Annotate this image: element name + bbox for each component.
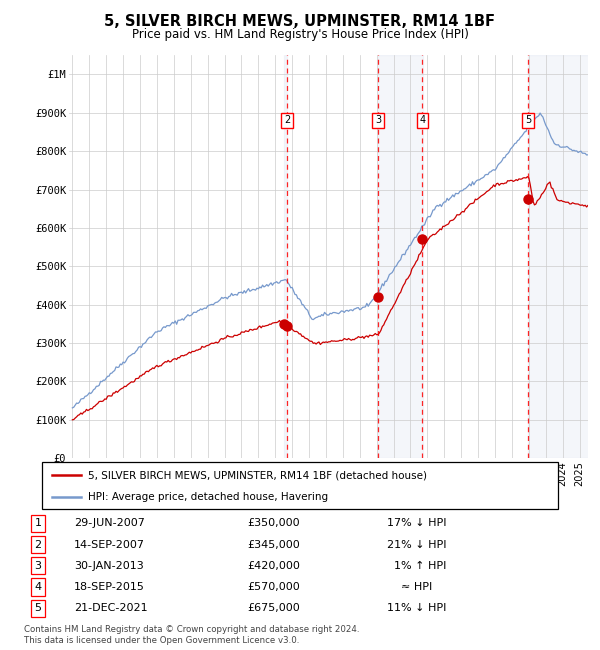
Text: Price paid vs. HM Land Registry's House Price Index (HPI): Price paid vs. HM Land Registry's House … <box>131 28 469 41</box>
Text: 21% ↓ HPI: 21% ↓ HPI <box>387 540 446 550</box>
Text: Contains HM Land Registry data © Crown copyright and database right 2024.
This d: Contains HM Land Registry data © Crown c… <box>24 625 359 645</box>
Bar <box>378 55 422 458</box>
Text: 5: 5 <box>525 116 532 125</box>
Bar <box>284 55 287 458</box>
Text: £420,000: £420,000 <box>247 561 300 571</box>
Text: 21-DEC-2021: 21-DEC-2021 <box>74 603 148 613</box>
Text: 4: 4 <box>419 116 425 125</box>
Text: 11% ↓ HPI: 11% ↓ HPI <box>387 603 446 613</box>
Text: 2: 2 <box>284 116 290 125</box>
Text: 1: 1 <box>34 519 41 528</box>
FancyBboxPatch shape <box>42 462 558 509</box>
Text: 17% ↓ HPI: 17% ↓ HPI <box>387 519 446 528</box>
Text: 5, SILVER BIRCH MEWS, UPMINSTER, RM14 1BF (detached house): 5, SILVER BIRCH MEWS, UPMINSTER, RM14 1B… <box>88 470 427 480</box>
Text: 14-SEP-2007: 14-SEP-2007 <box>74 540 145 550</box>
Bar <box>529 55 590 458</box>
Text: 3: 3 <box>375 116 381 125</box>
Text: 30-JAN-2013: 30-JAN-2013 <box>74 561 144 571</box>
Text: 5, SILVER BIRCH MEWS, UPMINSTER, RM14 1BF: 5, SILVER BIRCH MEWS, UPMINSTER, RM14 1B… <box>104 14 496 29</box>
Text: 18-SEP-2015: 18-SEP-2015 <box>74 582 145 592</box>
Text: 2: 2 <box>34 540 41 550</box>
Text: 5: 5 <box>34 603 41 613</box>
Text: 1% ↑ HPI: 1% ↑ HPI <box>387 561 446 571</box>
Text: 4: 4 <box>34 582 41 592</box>
Text: 3: 3 <box>34 561 41 571</box>
Text: ≈ HPI: ≈ HPI <box>387 582 432 592</box>
Text: HPI: Average price, detached house, Havering: HPI: Average price, detached house, Have… <box>88 492 329 502</box>
Text: £570,000: £570,000 <box>247 582 300 592</box>
Text: 29-JUN-2007: 29-JUN-2007 <box>74 519 145 528</box>
Text: £350,000: £350,000 <box>247 519 300 528</box>
Text: £675,000: £675,000 <box>247 603 300 613</box>
Text: £345,000: £345,000 <box>247 540 300 550</box>
